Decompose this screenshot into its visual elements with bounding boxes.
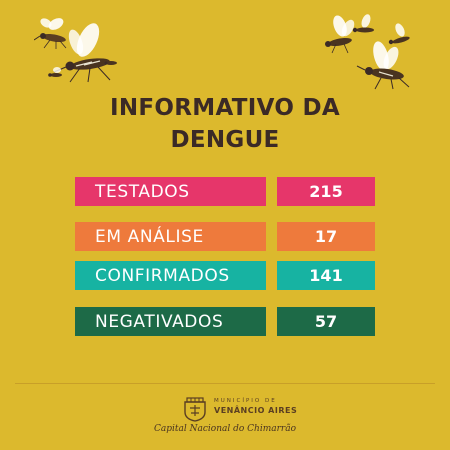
stat-row-negativados: NEGATIVADOS 57 <box>75 307 375 336</box>
stat-label: NEGATIVADOS <box>75 307 266 336</box>
page-title: INFORMATIVO DA DENGUE <box>0 92 450 156</box>
mosquito-icon <box>325 15 355 54</box>
crest-icon <box>184 397 206 422</box>
mosquito-icon <box>388 23 410 45</box>
city-tagline: Capital Nacional do Chimarrão <box>154 424 296 434</box>
footer-logo: MUNICÍPIO DE VENÂNCIO AIRES Capital Naci… <box>0 393 450 450</box>
divider <box>15 383 435 384</box>
stat-row-testados: TESTADOS 215 <box>75 177 375 206</box>
stat-label: CONFIRMADOS <box>75 261 266 290</box>
municipality-label: MUNICÍPIO DE <box>214 398 277 404</box>
stat-value: 57 <box>277 307 375 336</box>
stat-value: 17 <box>277 222 375 251</box>
mosquito-icon <box>34 18 67 49</box>
stat-label: TESTADOS <box>75 177 266 206</box>
mosquito-icon <box>53 23 111 83</box>
mosquito-icon <box>48 67 62 77</box>
title-line-1: INFORMATIVO DA <box>110 95 340 121</box>
stat-label: EM ANÁLISE <box>75 222 266 251</box>
stat-row-confirmados: CONFIRMADOS 141 <box>75 261 375 290</box>
stat-row-em-analise: EM ANÁLISE 17 <box>75 222 375 251</box>
mosquito-icon <box>356 41 410 90</box>
title-line-2: DENGUE <box>170 127 280 153</box>
stat-value: 141 <box>277 261 375 290</box>
mosquito-icon <box>104 61 117 65</box>
stat-value: 215 <box>277 177 375 206</box>
mosquito-icon <box>352 14 374 33</box>
city-name: VENÂNCIO AIRES <box>214 406 298 415</box>
